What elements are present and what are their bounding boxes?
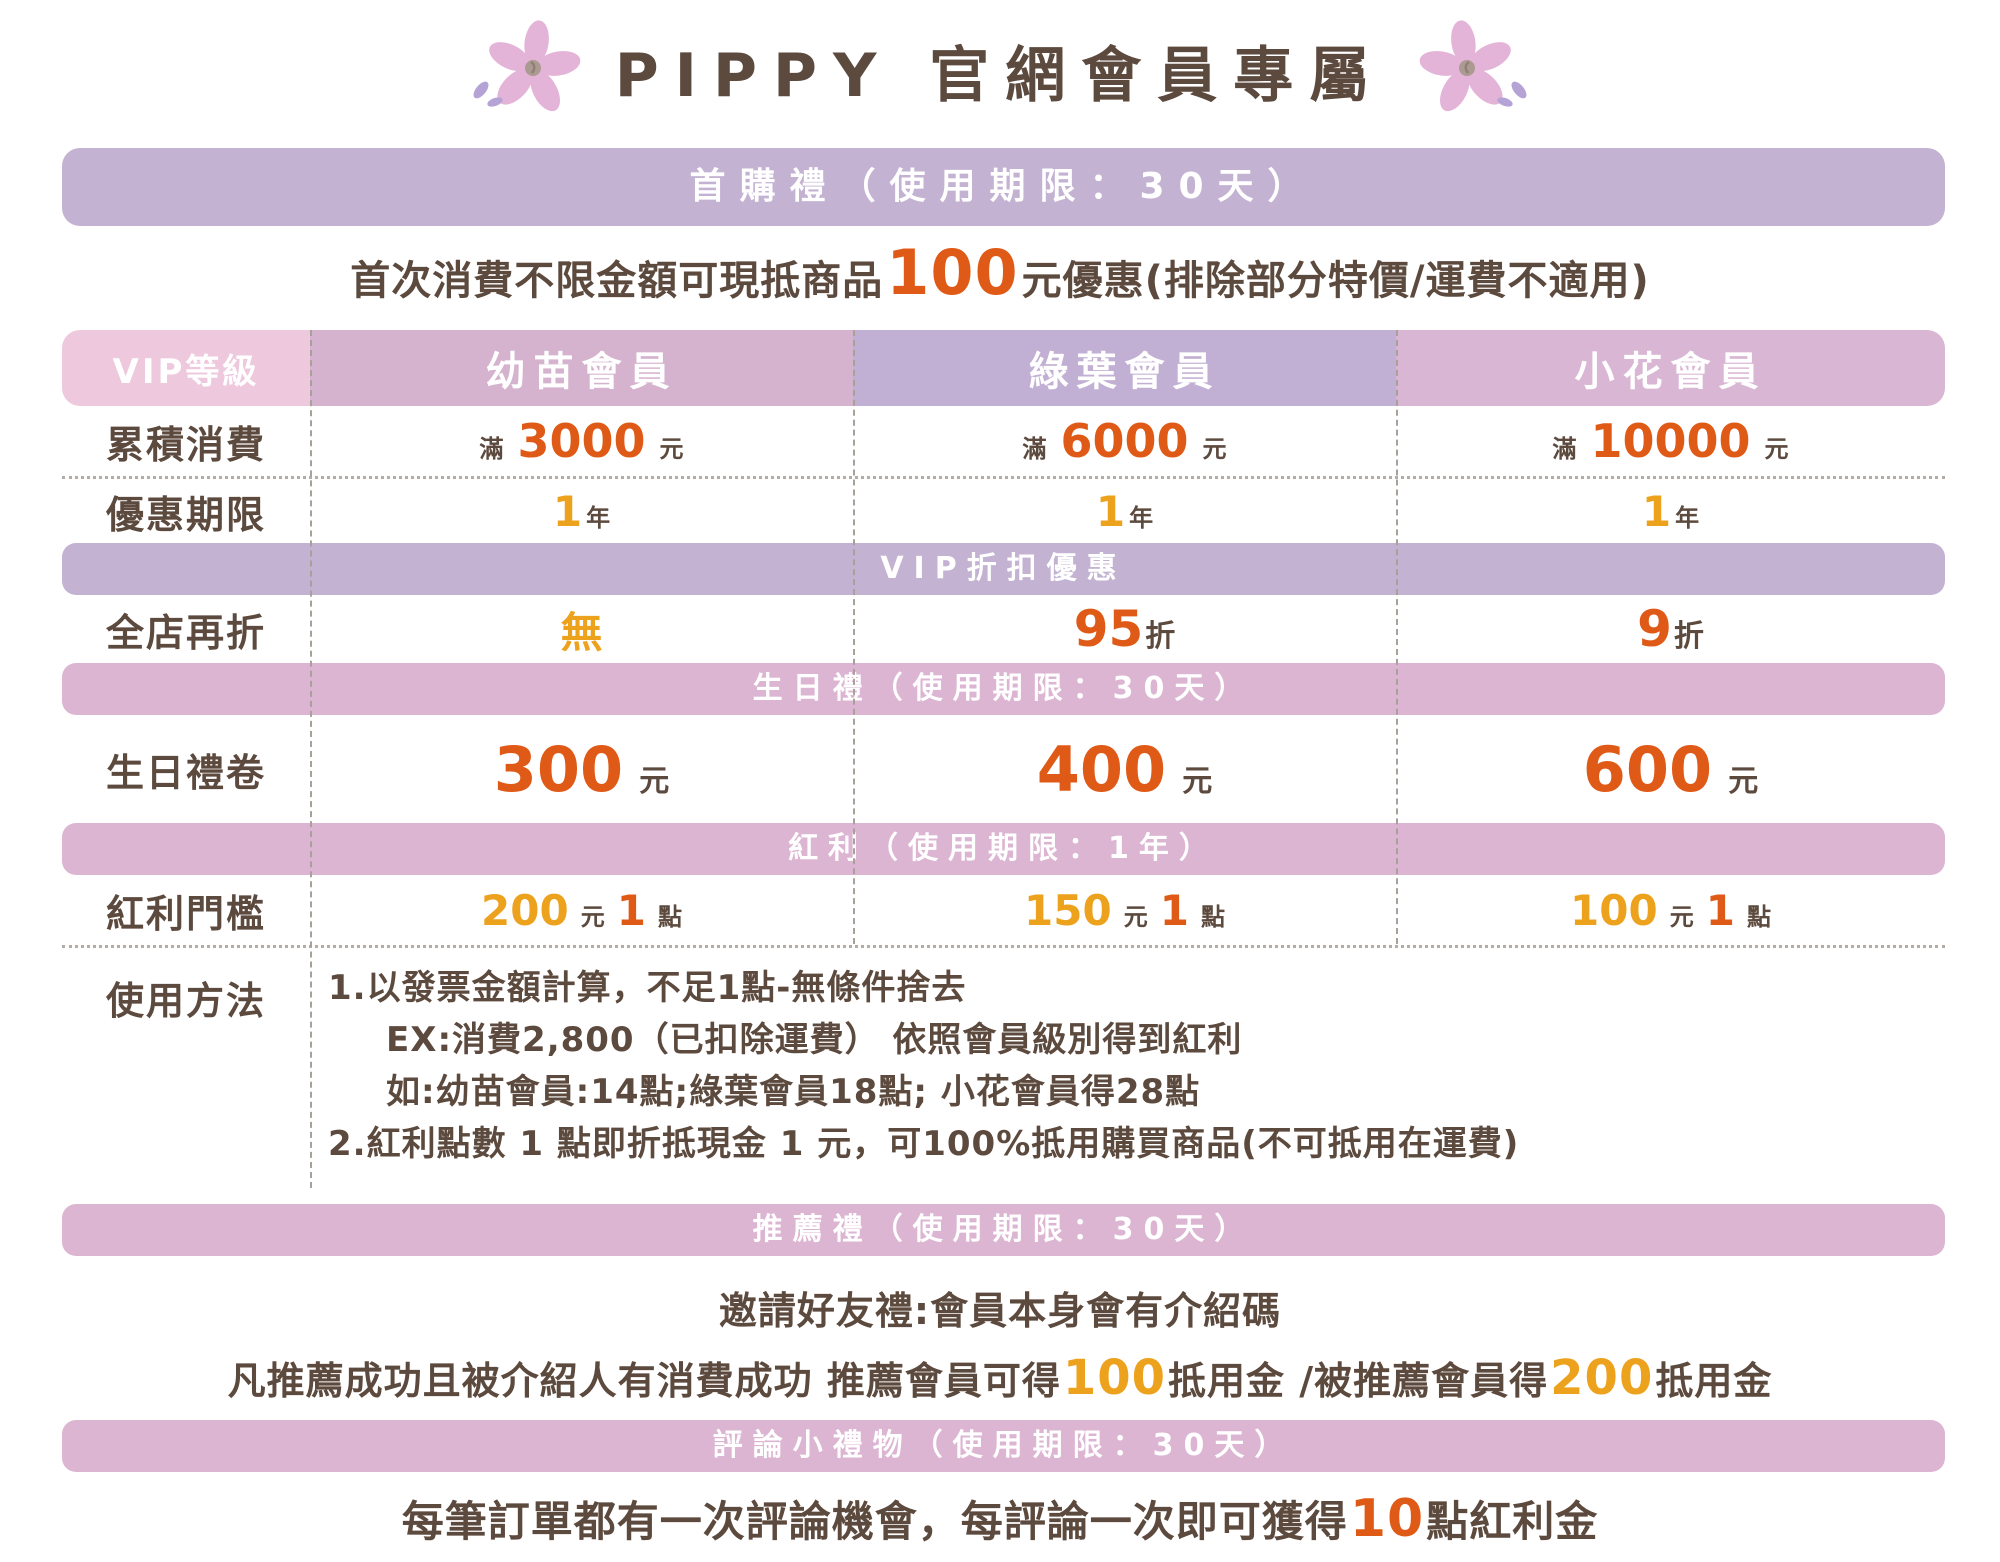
- birthday-tier2: 400 元: [1036, 732, 1213, 806]
- column-header-tier-seedling: 幼苗會員: [310, 330, 853, 406]
- referral-invite-line: 邀請好友禮:會員本身會有介紹碼: [718, 1289, 1282, 1333]
- bonus-tier3: 100 元 1 點: [1570, 885, 1771, 935]
- bonus-tier2: 150 元 1 點: [1024, 885, 1225, 935]
- column-divider-1: [310, 330, 312, 1188]
- cumulative-tier3: 滿 10000 元: [1552, 414, 1789, 468]
- referral-reward-amount-1: 100: [1062, 1350, 1167, 1406]
- duration-tier2: 1 年: [1095, 486, 1154, 536]
- page-header: PIPPY 官網會員專屬: [0, 0, 2000, 118]
- first-purchase-banner: 首購禮（使用期限：30天）: [62, 148, 1945, 226]
- row-label-usage: 使用方法: [105, 979, 266, 1023]
- dotted-divider-2: [62, 945, 1945, 948]
- row-label-duration: 優惠期限: [105, 492, 266, 537]
- review-reward-line: 每筆訂單都有一次評論機會，每評論一次即可獲得 10 點紅利金: [0, 1488, 2000, 1562]
- flower-icon-left: [473, 20, 581, 112]
- vip-discount-banner: VIP折扣優惠: [62, 543, 1945, 595]
- row-label-discount: 全店再折: [105, 610, 266, 655]
- row-label-cumulative: 累積消費: [105, 422, 266, 467]
- birthday-tier3: 600 元: [1582, 732, 1759, 806]
- first-purchase-amount: 100: [886, 236, 1019, 309]
- column-divider-3: [1396, 330, 1398, 944]
- membership-table: VIP等級 幼苗會員 綠葉會員 小花會員 累積消費 滿 3000 元 滿 600…: [62, 330, 1945, 1188]
- table-header-row: VIP等級 幼苗會員 綠葉會員 小花會員: [62, 330, 1945, 406]
- flower-icon-right: [1419, 20, 1527, 112]
- usage-line-4: 2.紅利點數 1 點即折抵現金 1 元，可100%抵用購買商品(不可抵用在運費): [328, 1124, 1520, 1164]
- row-bonus-threshold: 紅利門檻 200 元 1 點 150 元 1 點 100 元 1 點: [62, 875, 1945, 945]
- discount-tier2: 95 折: [1073, 600, 1176, 658]
- row-cumulative-spend: 累積消費 滿 3000 元 滿 6000 元 滿 10000 元: [62, 406, 1945, 476]
- cumulative-tier1: 滿 3000 元: [479, 414, 684, 468]
- duration-tier3: 1 年: [1641, 486, 1700, 536]
- referral-reward-line: 凡推薦成功且被介紹人有消費成功 推薦會員可得 100 抵用金 /被推薦會員得 2…: [0, 1350, 2000, 1420]
- row-label-bonus: 紅利門檻: [105, 891, 266, 936]
- usage-method-text: 1.以發票金額計算，不足1點-無條件捨去 EX:消費2,800（已扣除運費） 依…: [310, 962, 1945, 1170]
- birthday-tier1: 300 元: [493, 732, 670, 806]
- first-purchase-desc: 首次消費不限金額可現抵商品 100 元優惠(排除部分特價/運費不適用): [0, 236, 2000, 322]
- column-header-vip-level: VIP等級: [62, 330, 310, 406]
- dotted-divider-1: [62, 476, 1945, 479]
- column-header-tier-greenleaf: 綠葉會員: [853, 330, 1396, 406]
- review-reward-pre: 每筆訂單都有一次評論機會，每評論一次即可獲得: [401, 1497, 1348, 1546]
- bonus-tier1: 200 元 1 點: [481, 885, 682, 935]
- cumulative-tier2: 滿 6000 元: [1022, 414, 1227, 468]
- referral-reward-mid: 抵用金 /被推薦會員得: [1168, 1359, 1549, 1403]
- referral-reward-pre: 凡推薦成功且被介紹人有消費成功 推薦會員可得: [227, 1359, 1061, 1403]
- row-store-discount: 全店再折 無 95 折 9 折: [62, 595, 1945, 663]
- column-header-tier-flower: 小花會員: [1396, 330, 1945, 406]
- row-label-birthday: 生日禮卷: [105, 750, 266, 795]
- column-divider-2: [853, 330, 855, 944]
- referral-banner: 推薦禮（使用期限：30天）: [62, 1204, 1945, 1256]
- row-birthday-voucher: 生日禮卷 300 元 400 元 600 元: [62, 715, 1945, 823]
- usage-line-2: EX:消費2,800（已扣除運費） 依照會員級別得到紅利: [386, 1020, 1243, 1060]
- usage-line-1: 1.以發票金額計算，不足1點-無條件捨去: [328, 968, 967, 1008]
- referral-reward-post: 抵用金: [1655, 1359, 1773, 1403]
- review-reward-points: 10: [1349, 1489, 1425, 1549]
- duration-tier1: 1 年: [552, 486, 611, 536]
- review-reward-post: 點紅利金: [1426, 1497, 1599, 1546]
- discount-tier1: 無: [560, 607, 603, 657]
- page-title: PIPPY 官網會員專屬: [614, 40, 1386, 111]
- referral-reward-amount-2: 200: [1550, 1350, 1654, 1406]
- first-purchase-desc-pre: 首次消費不限金額可現抵商品: [350, 258, 884, 304]
- usage-line-3: 如:幼苗會員:14點;綠葉會員18點; 小花會員得28點: [386, 1072, 1201, 1112]
- first-purchase-desc-post: 元優惠(排除部分特價/運費不適用): [1021, 258, 1650, 304]
- bonus-banner: 紅利（使用期限：1年）: [62, 823, 1945, 875]
- row-usage-method: 使用方法 1.以發票金額計算，不足1點-無條件捨去 EX:消費2,800（已扣除…: [62, 948, 1945, 1188]
- review-banner: 評論小禮物（使用期限：30天）: [62, 1420, 1945, 1472]
- birthday-banner: 生日禮（使用期限：30天）: [62, 663, 1945, 715]
- discount-tier3: 9 折: [1637, 600, 1704, 658]
- row-duration: 優惠期限 1 年 1 年 1 年: [62, 479, 1945, 543]
